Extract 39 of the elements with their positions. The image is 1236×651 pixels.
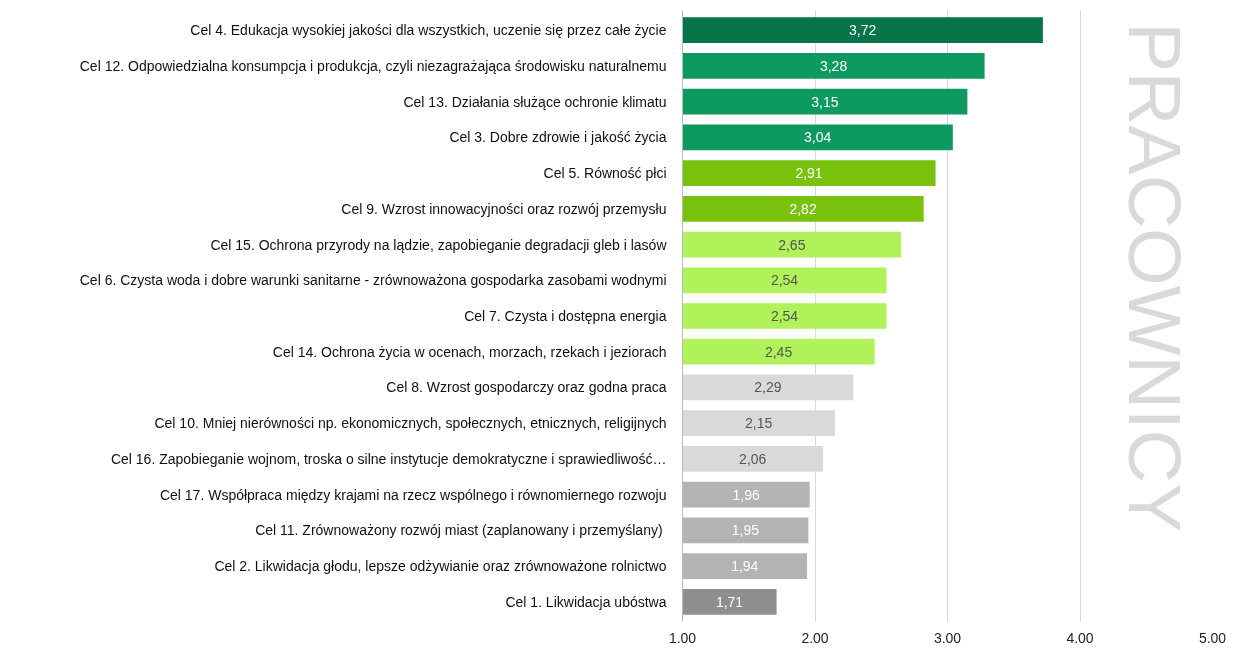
data-label: 1,96 — [732, 486, 760, 503]
y-tick-label: Cel 17. Współpraca między krajami na rzecz wspólnego i równomiernego rozwoju — [159, 486, 667, 503]
y-tick-label: Cel 1. Likwidacja ubóstwa — [505, 593, 667, 610]
y-tick-label: Cel 2. Likwidacja głodu, lepsze odżywianie oraz zrównoważone rolnictwo — [214, 558, 667, 575]
x-tick-label: 5.00 — [1198, 629, 1227, 646]
data-label: 3,15 — [811, 93, 839, 110]
y-tick-label: Cel 16. Zapobieganie wojnom, troska o silne instytucje demokratyczne i sprawiedliwość… — [110, 450, 667, 467]
y-tick-label: Cel 8. Wzrost gospodarczy oraz godna praca — [386, 379, 667, 396]
data-label: 2,29 — [754, 379, 782, 396]
data-label: 2,06 — [739, 450, 767, 467]
y-tick-label: Cel 6. Czysta woda i dobre warunki sanitarne - zrównoważona gospodarka zasobami wodnymi — [79, 272, 667, 289]
data-label: 2,45 — [764, 343, 793, 360]
data-label: 3,28 — [819, 57, 848, 74]
x-tick-label: 4.00 — [1066, 629, 1094, 646]
y-tick-label: Cel 4. Edukacja wysokiej jakości dla wszystkich, uczenie się przez całe życie — [190, 22, 667, 39]
data-label: 2,15 — [745, 415, 773, 432]
data-label: 2,54 — [770, 272, 799, 289]
x-tick-label: 3.00 — [933, 629, 962, 646]
y-tick-label: Cel 9. Wzrost innowacyjności oraz rozwój przemysłu — [341, 200, 667, 217]
data-label: 2,82 — [789, 200, 817, 217]
y-tick-label: Cel 15. Ochrona przyrody na lądzie, zapobieganie degradacji gleb i lasów — [210, 236, 668, 253]
x-tick-label: 2.00 — [801, 629, 829, 646]
y-tick-label: Cel 10. Mniej nierówności np. ekonomicznych, społecznych, etnicznych, religijnych — [154, 415, 667, 432]
y-tick-label: Cel 3. Dobre zdrowie i jakość życia — [449, 129, 667, 146]
data-label: 1,95 — [731, 522, 760, 539]
data-label: 2,54 — [770, 308, 799, 324]
data-label: 2,65 — [778, 236, 806, 253]
y-tick-label: Cel 12. Odpowiedzialna konsumpcja i produkcja, czyli niezagrażająca środowisku naturalnemu — [79, 57, 667, 74]
data-label: 2,91 — [795, 165, 823, 182]
y-tick-label: Cel 13. Działania służące ochronie klimatu — [403, 93, 667, 110]
y-tick-label: Cel 14. Ochrona życia w ocenach, morzach, rzekach i jeziorach — [272, 343, 667, 360]
data-label: 3,04 — [804, 129, 832, 146]
y-tick-label: Cel 7. Czysta i dostępna energia — [464, 308, 667, 324]
y-tick-label: Cel 5. Równość płci — [543, 165, 667, 182]
data-label: 1,71 — [715, 593, 744, 610]
y-tick-label: Cel 11. Zrównoważony rozwój miast (zaplanowany i przemyślany) — [255, 522, 663, 539]
data-label: 3,72 — [849, 22, 877, 39]
x-tick-label: 1.00 — [668, 629, 697, 646]
data-label: 1,94 — [731, 558, 759, 575]
